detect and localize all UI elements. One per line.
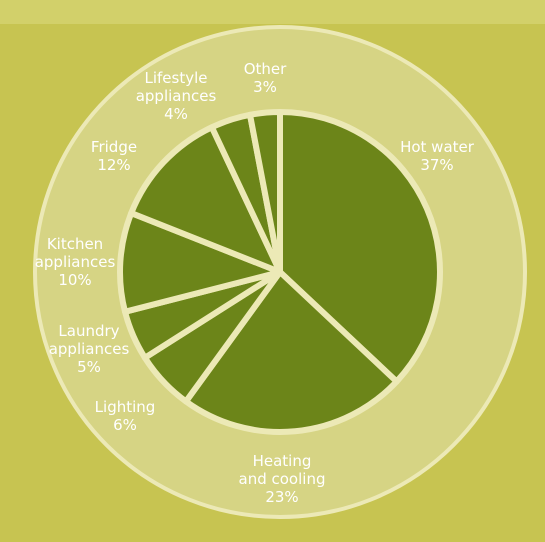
slices-group [117, 108, 443, 435]
top-band [0, 0, 545, 24]
slice-label-heating-and-cooling: Heating and cooling 23% [239, 452, 326, 506]
slice-label-fridge: Fridge 12% [91, 138, 137, 174]
pie-slice-kitchen-appliances [117, 210, 283, 315]
slice-label-hot-water: Hot water 37% [400, 138, 474, 174]
slice-name: Other [243, 60, 287, 78]
slice-name: Hot water [400, 138, 474, 156]
slice-percent: 37% [420, 156, 454, 174]
pie-slice-other [247, 108, 283, 275]
slice-percent: 5% [77, 358, 101, 376]
slice-label-laundry-appliances: Laundry appliances 5% [49, 322, 130, 376]
pie-slice-heating-and-cooling [182, 269, 400, 435]
pie-slice-hot-water [277, 109, 443, 385]
slice-percent: 10% [58, 271, 92, 289]
slice-percent: 23% [265, 488, 299, 506]
slice-percent: 12% [97, 156, 131, 174]
slice-name: Heating and cooling [238, 452, 326, 488]
slice-percent: 4% [164, 105, 188, 123]
slice-label-kitchen-appliances: Kitchen appliances 10% [35, 235, 116, 289]
slice-label-other: Other 3% [244, 60, 287, 96]
slice-percent: 3% [253, 78, 277, 96]
slice-name: Fridge [90, 138, 138, 156]
slice-label-lighting: Lighting 6% [95, 398, 156, 434]
slice-percent: 6% [113, 416, 137, 434]
slice-name: Lifestyle appliances [135, 69, 217, 105]
slice-name: Laundry appliances [48, 322, 130, 358]
slice-label-lifestyle-appliances: Lifestyle appliances 4% [136, 69, 217, 123]
pie-slice-fridge [128, 124, 283, 275]
slice-name: Lighting [94, 398, 156, 416]
slice-name: Kitchen appliances [34, 235, 116, 271]
